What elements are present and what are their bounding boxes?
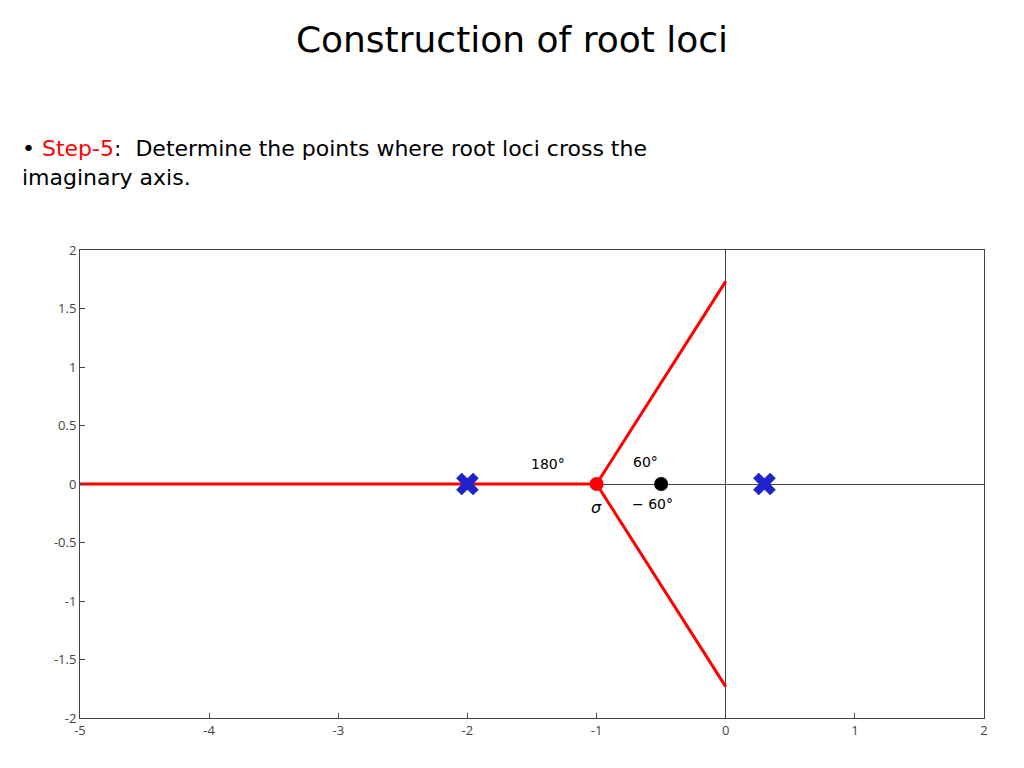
svg-text:-1.5: -1.5 (54, 650, 76, 668)
svg-text:2: 2 (980, 721, 987, 739)
svg-text:1: 1 (851, 721, 858, 739)
svg-text:0: 0 (722, 721, 729, 739)
svg-text:-2: -2 (462, 721, 474, 739)
svg-text:180°: 180° (531, 456, 565, 472)
svg-text:− 60°: − 60° (632, 496, 673, 512)
svg-text:-3: -3 (332, 721, 344, 739)
svg-text:Construction of root loci: Construction of root loci (296, 19, 728, 60)
svg-text:0.5: 0.5 (58, 416, 76, 434)
svg-text:60°: 60° (633, 454, 658, 470)
svg-text:1: 1 (69, 358, 76, 376)
svg-text:σ: σ (591, 498, 602, 517)
svg-text:-1: -1 (591, 721, 603, 739)
svg-text:-1: -1 (65, 592, 77, 610)
svg-text:2: 2 (69, 241, 76, 259)
svg-text:-4: -4 (203, 721, 215, 739)
svg-text:1.5: 1.5 (58, 299, 76, 317)
svg-text:-0.5: -0.5 (54, 533, 76, 551)
svg-text:0: 0 (69, 475, 76, 493)
svg-text:• Step-5: Determine the point: • Step-5: Determine the points where roo… (22, 136, 647, 190)
svg-text:-5: -5 (74, 721, 86, 739)
svg-text:-2: -2 (65, 709, 77, 727)
